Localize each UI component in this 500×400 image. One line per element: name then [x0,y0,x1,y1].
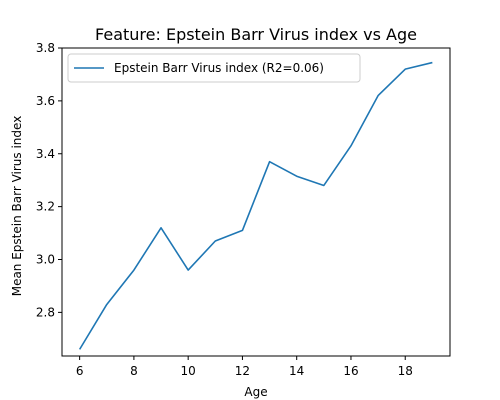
y-tick-label: 3.4 [36,147,55,161]
y-axis-ticks: 2.8 3.0 3.2 3.4 3.6 3.8 [36,41,62,319]
axes-frame [61,47,451,357]
x-axis-label: Age [244,385,267,399]
chart-title: Feature: Epstein Barr Virus index vs Age [95,25,417,44]
y-tick-label: 3.2 [36,200,55,214]
x-tick-label: 6 [76,364,84,378]
y-axis-label: Mean Epstein Barr Virus index [10,116,24,297]
legend-box [67,53,361,83]
plot-area: 6 8 10 12 14 16 18 2.8 3.0 3.2 3.4 3.6 3.8 [36,41,451,378]
y-tick-label: 3.6 [36,94,55,108]
series-line [78,61,433,350]
x-tick-label: 10 [181,364,196,378]
series-layer [78,61,433,350]
y-tick-label: 3.0 [36,253,55,267]
x-tick-label: 12 [235,364,250,378]
x-tick-label: 8 [130,364,138,378]
y-tick-label: 2.8 [36,305,55,319]
y-tick-label: 3.8 [36,41,55,55]
legend: Epstein Barr Virus index (R2=0.06) [67,53,361,83]
x-tick-label: 18 [398,364,413,378]
legend-label: Epstein Barr Virus index (R2=0.06) [114,61,324,75]
x-tick-label: 16 [343,364,358,378]
x-tick-label: 14 [289,364,304,378]
x-axis-ticks: 6 8 10 12 14 16 18 [76,356,413,378]
